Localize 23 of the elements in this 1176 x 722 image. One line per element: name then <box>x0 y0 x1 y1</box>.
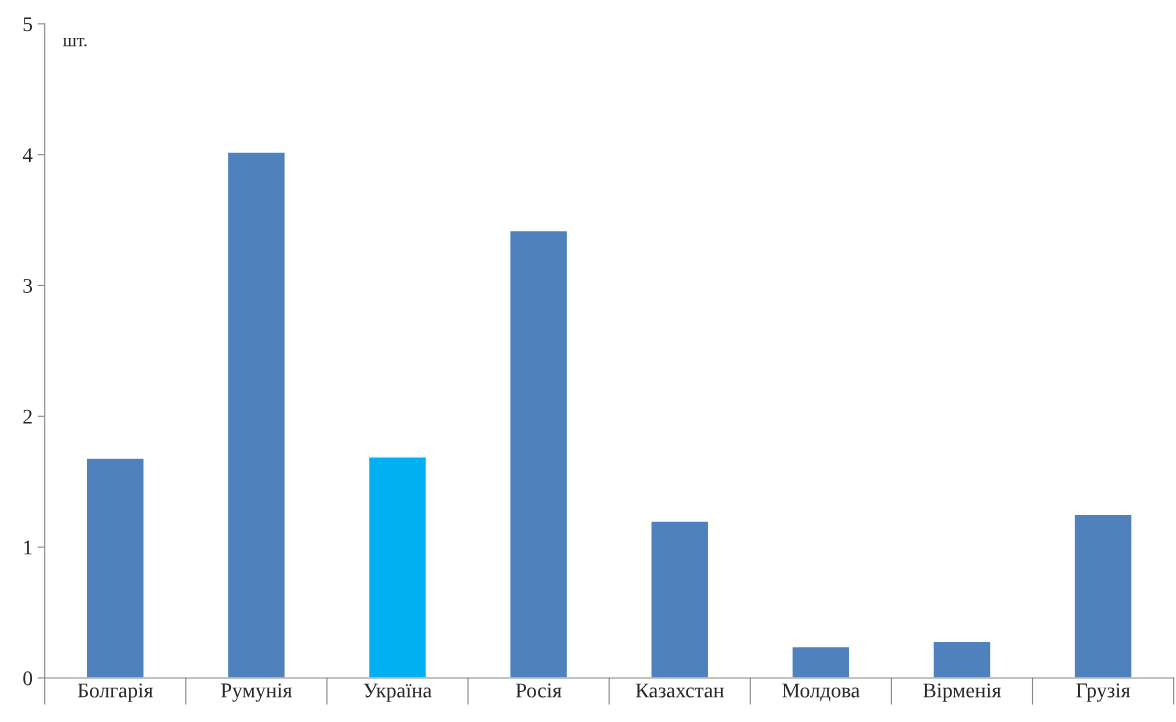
y-tick-label: 0 <box>23 671 33 686</box>
y-tick-label: 3 <box>23 278 33 293</box>
bar <box>85 457 145 678</box>
bar <box>932 640 992 678</box>
bar <box>791 645 851 678</box>
y-tick-label: 1 <box>24 540 32 555</box>
x-tick-label: Молдова <box>782 683 860 702</box>
bar <box>508 229 569 678</box>
y-tick-label: 5 <box>23 17 33 32</box>
y-tick-label: 2 <box>23 409 32 424</box>
bar <box>367 456 428 678</box>
x-tick-label: Вірменія <box>923 683 1001 702</box>
y-tick-label: 4 <box>22 148 33 162</box>
x-tick-label: Болгарія <box>77 683 153 702</box>
x-tick-label: Україна <box>363 683 432 702</box>
x-tick-label: Румунія <box>221 683 292 702</box>
x-tick-label: Казахстан <box>635 683 724 698</box>
annotation: шт. <box>63 37 87 47</box>
bar <box>226 151 286 678</box>
bar <box>1073 513 1133 678</box>
bar <box>650 520 710 678</box>
x-tick-label: Росія <box>515 683 562 698</box>
x-tick-label: Грузія <box>1076 683 1131 702</box>
